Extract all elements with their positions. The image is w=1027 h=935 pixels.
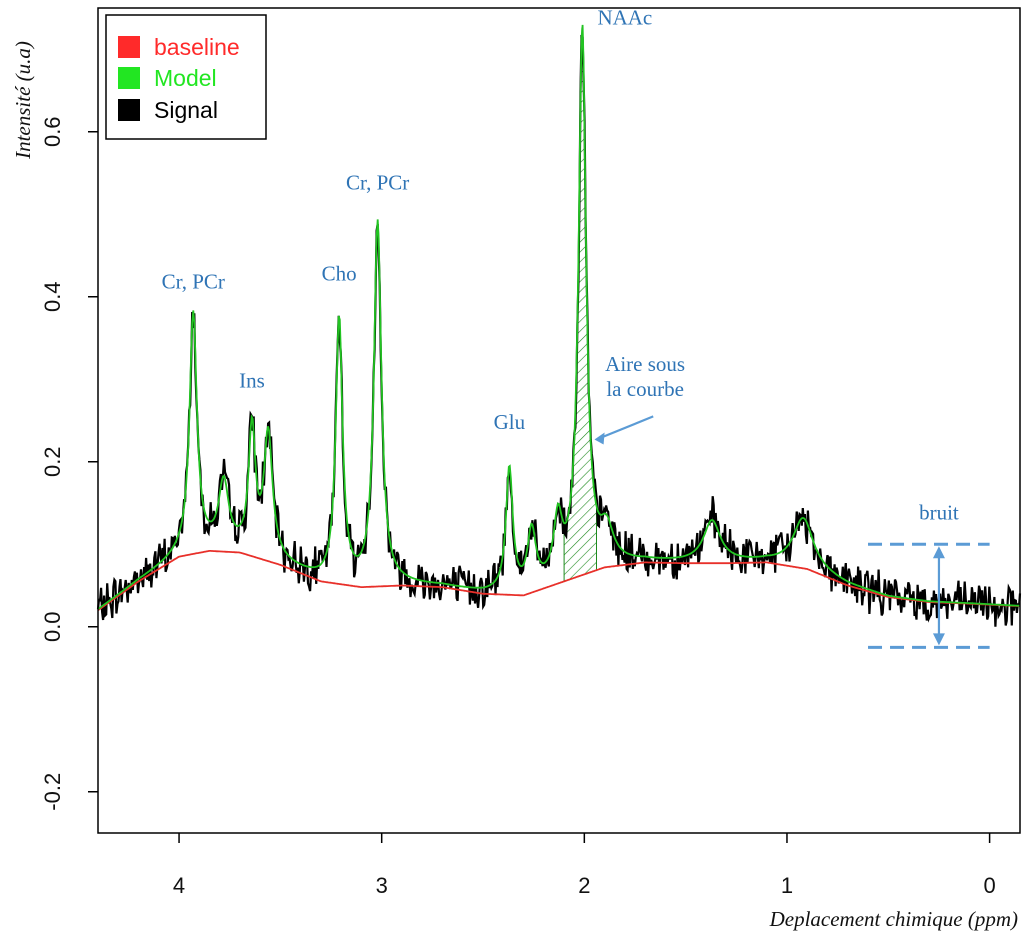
noise-arrow-head-down xyxy=(932,633,945,646)
y-tick-label: 0.0 xyxy=(40,611,65,642)
y-axis: -0.2 0.0 0.2 0.4 0.6 xyxy=(40,116,98,811)
y-axis-label: Intensité (u.a) xyxy=(11,41,35,160)
x-axis-label: Deplacement chimique (ppm) xyxy=(769,907,1018,931)
legend-swatch-signal xyxy=(118,99,140,121)
x-tick-label: 3 xyxy=(376,873,388,898)
peak-label: Cr, PCr xyxy=(162,270,225,294)
peak-label: Cr, PCr xyxy=(346,171,409,195)
x-tick-label: 1 xyxy=(781,873,793,898)
area-arrow-line xyxy=(598,415,654,440)
peak-label: la courbe xyxy=(606,377,684,401)
peak-label: NAAc xyxy=(597,6,652,30)
legend-label-signal: Signal xyxy=(154,97,218,123)
series-baseline-line xyxy=(97,550,1020,612)
peak-label: bruit xyxy=(919,501,959,525)
peak-label: Aire sous xyxy=(605,352,685,376)
series-model-line xyxy=(97,24,1021,610)
legend-swatch-model xyxy=(118,67,140,89)
area-arrow-head xyxy=(594,432,605,445)
y-tick-label: 0.2 xyxy=(40,446,65,477)
legend: baseline Model Signal xyxy=(105,14,267,140)
peak-label: Cho xyxy=(322,261,357,285)
y-tick-label: 0.6 xyxy=(40,116,65,147)
plot-area xyxy=(96,24,1022,627)
peak-label: Ins xyxy=(239,369,265,393)
y-tick-label: 0.4 xyxy=(40,281,65,312)
peak-label: Glu xyxy=(494,410,526,434)
noise-arrow-head-up xyxy=(932,546,945,559)
legend-label-model: Model xyxy=(154,65,217,91)
x-axis: 4 3 2 1 0 xyxy=(173,833,996,898)
x-tick-label: 2 xyxy=(578,873,590,898)
legend-swatch-baseline xyxy=(118,36,140,58)
plot-frame xyxy=(97,7,1021,834)
x-tick-label: 4 xyxy=(173,873,185,898)
y-tick-label: -0.2 xyxy=(40,773,65,811)
x-tick-label: 0 xyxy=(983,873,995,898)
legend-label-baseline: baseline xyxy=(154,34,240,60)
